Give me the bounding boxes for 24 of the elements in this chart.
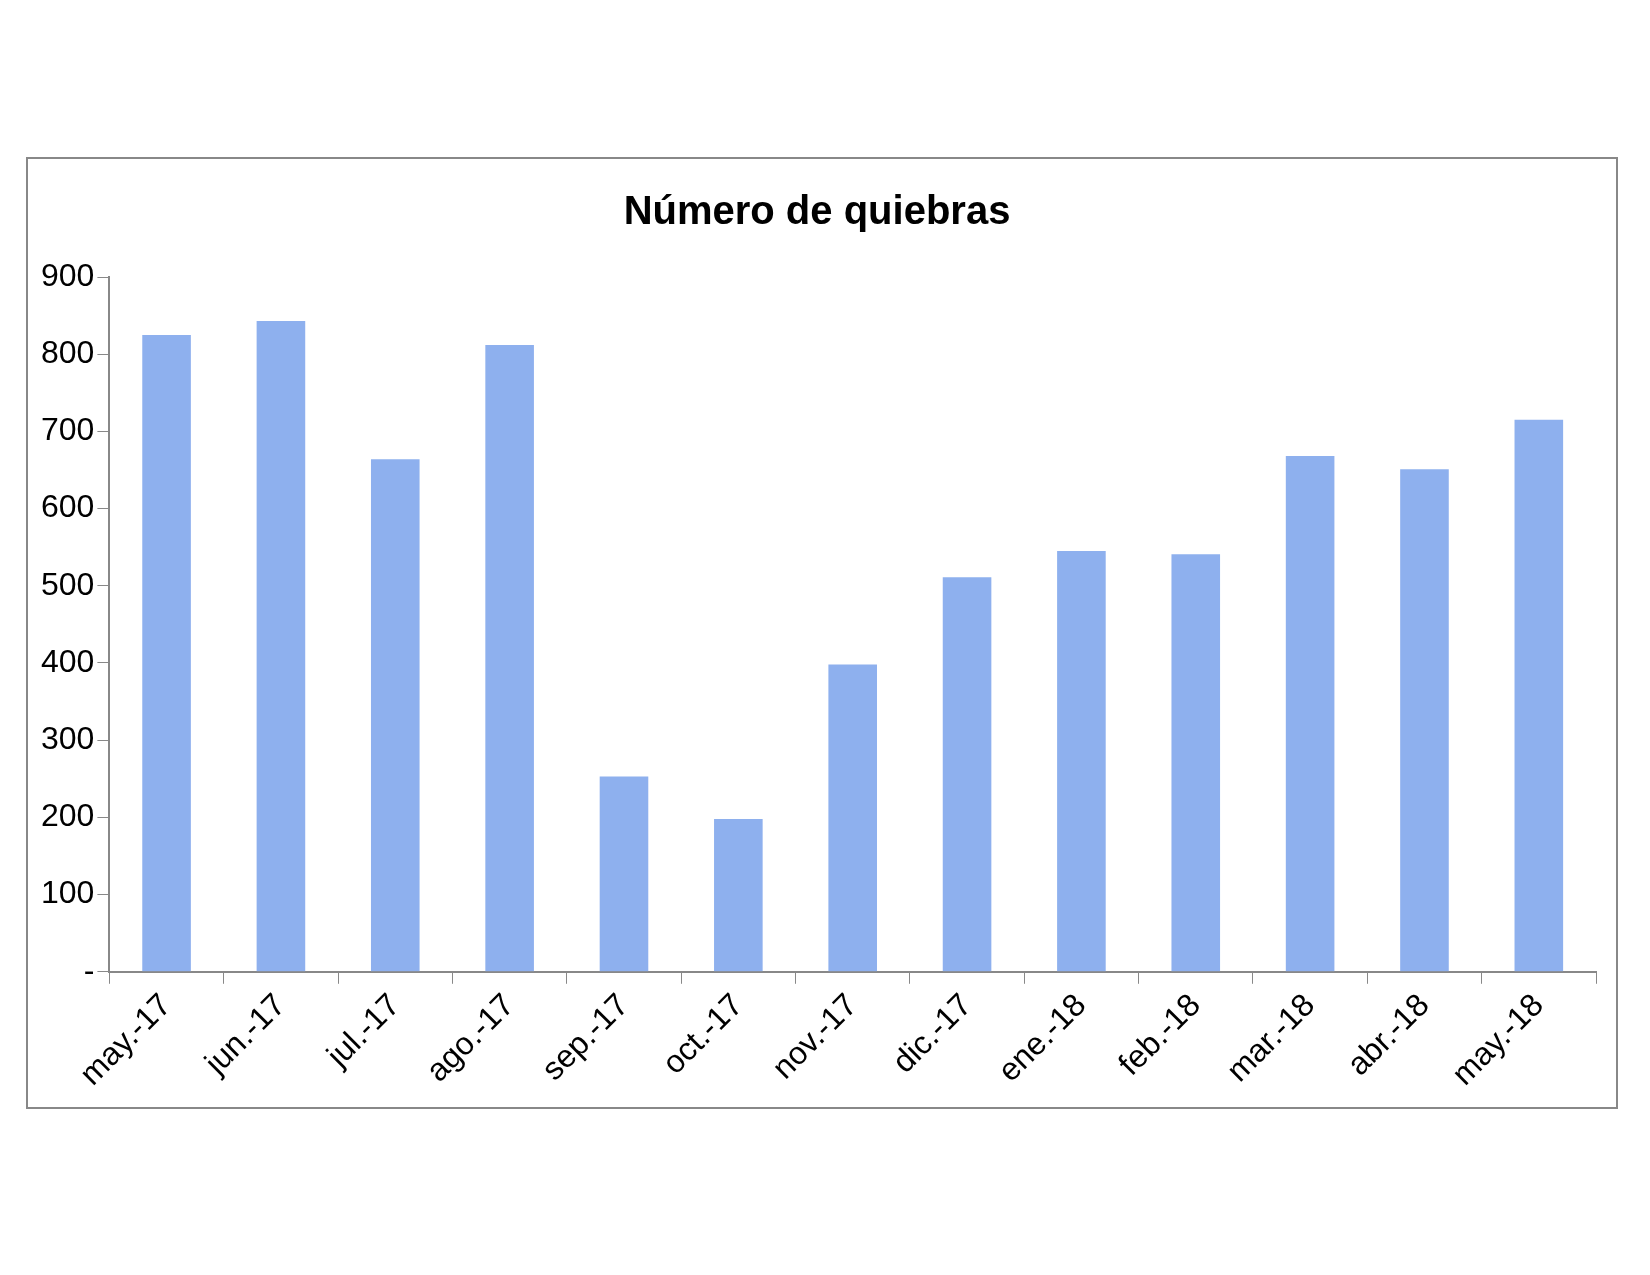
chart-title: Número de quiebras bbox=[623, 188, 1011, 233]
y-tick-label: - bbox=[83, 951, 95, 988]
bar bbox=[256, 321, 306, 972]
y-tick-label: 400 bbox=[41, 642, 95, 679]
bar bbox=[828, 664, 877, 972]
bar bbox=[1285, 456, 1335, 972]
bar bbox=[1400, 469, 1449, 972]
bar bbox=[142, 334, 191, 972]
y-tick-label: 100 bbox=[41, 874, 95, 911]
y-tick-label: 300 bbox=[41, 720, 95, 757]
bar bbox=[1171, 554, 1221, 972]
bar bbox=[1514, 419, 1564, 972]
bar bbox=[370, 459, 420, 972]
y-tick-label: 500 bbox=[41, 565, 95, 602]
y-tick-label: 900 bbox=[41, 256, 95, 293]
y-tick-label: 600 bbox=[41, 488, 95, 525]
bar bbox=[942, 577, 992, 972]
bar bbox=[1057, 551, 1106, 972]
y-tick-label: 800 bbox=[41, 334, 95, 371]
bar bbox=[599, 776, 649, 972]
y-tick-label: 200 bbox=[41, 797, 95, 834]
bar bbox=[714, 818, 763, 972]
y-tick-label: 700 bbox=[41, 411, 95, 448]
bar bbox=[485, 344, 534, 972]
